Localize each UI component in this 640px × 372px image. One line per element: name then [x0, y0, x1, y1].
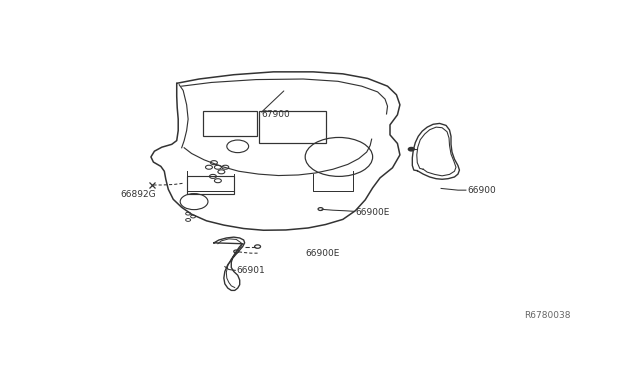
Circle shape — [408, 147, 414, 151]
Text: 66892G: 66892G — [121, 190, 156, 199]
Text: 66900: 66900 — [467, 186, 495, 195]
Text: 66901: 66901 — [236, 266, 265, 275]
Bar — [259, 111, 326, 142]
Bar — [187, 176, 234, 193]
Text: R6780038: R6780038 — [524, 311, 570, 320]
Text: 66900E: 66900E — [355, 208, 390, 217]
Bar — [203, 110, 257, 136]
Text: 67900: 67900 — [261, 110, 290, 119]
Text: 66900E: 66900E — [306, 249, 340, 258]
